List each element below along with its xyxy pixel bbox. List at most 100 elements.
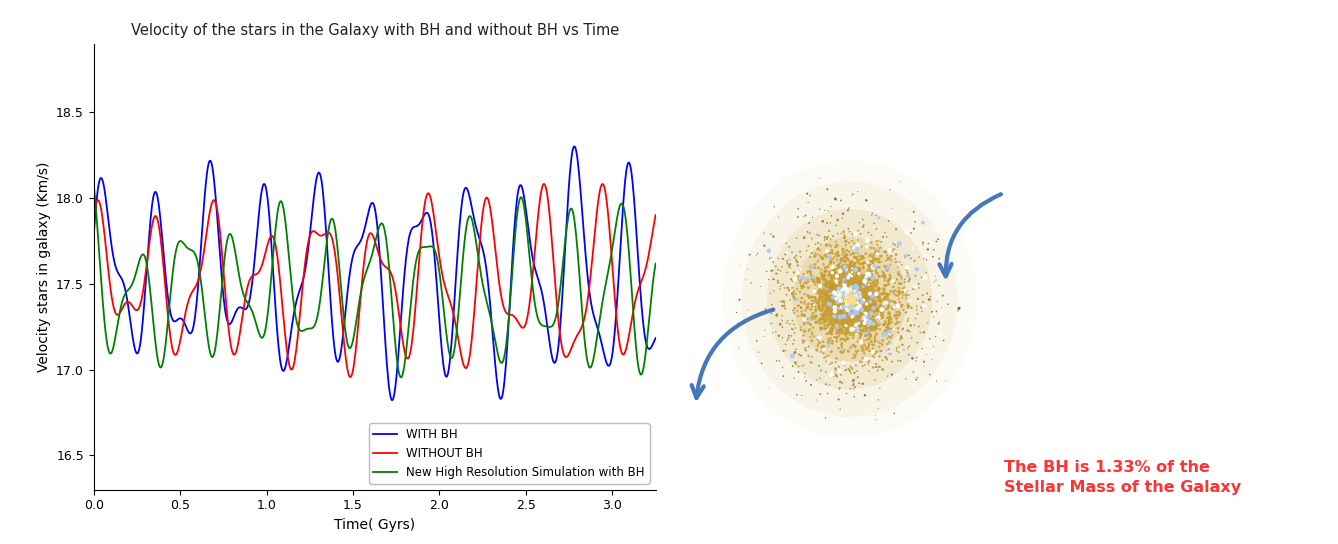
- Point: [839, 295, 860, 304]
- Point: [914, 302, 935, 311]
- Point: [838, 286, 859, 294]
- Point: [840, 295, 862, 304]
- Point: [839, 295, 860, 304]
- Point: [838, 294, 859, 302]
- Point: [839, 295, 860, 304]
- Point: [856, 285, 878, 294]
- Point: [815, 295, 836, 304]
- Point: [868, 258, 890, 267]
- Point: [847, 293, 868, 302]
- Point: [842, 342, 863, 350]
- Point: [835, 291, 856, 300]
- Point: [839, 295, 860, 304]
- Point: [850, 277, 871, 286]
- Point: [839, 295, 860, 304]
- Point: [838, 300, 859, 309]
- Point: [843, 299, 864, 308]
- Point: [846, 308, 867, 317]
- Point: [860, 319, 882, 327]
- Point: [835, 296, 856, 305]
- Point: [834, 294, 855, 302]
- Point: [843, 300, 864, 308]
- Point: [839, 295, 860, 304]
- Point: [847, 272, 868, 281]
- Point: [895, 308, 917, 317]
- Point: [804, 293, 826, 302]
- Point: [852, 252, 874, 261]
- Point: [828, 288, 850, 296]
- Point: [836, 289, 858, 298]
- Point: [834, 302, 855, 311]
- Point: [830, 367, 851, 376]
- Point: [828, 290, 850, 299]
- Point: [839, 295, 860, 304]
- Point: [839, 294, 860, 303]
- Point: [831, 288, 852, 296]
- Point: [850, 299, 871, 307]
- Point: [856, 282, 878, 290]
- Point: [896, 271, 918, 280]
- Point: [848, 296, 870, 305]
- Point: [831, 301, 852, 310]
- Point: [839, 295, 860, 304]
- Point: [838, 296, 859, 305]
- Point: [836, 389, 858, 398]
- Point: [835, 268, 856, 277]
- Point: [819, 240, 840, 249]
- Point: [838, 294, 859, 303]
- Point: [767, 279, 788, 287]
- WITHOUT BH: [535, 181, 551, 187]
- Point: [842, 280, 863, 289]
- Point: [855, 271, 876, 280]
- Point: [839, 295, 860, 304]
- Point: [842, 297, 863, 306]
- Point: [846, 276, 867, 285]
- Point: [839, 294, 860, 303]
- Point: [832, 300, 854, 308]
- Point: [844, 307, 866, 316]
- Point: [819, 270, 840, 279]
- Point: [777, 334, 799, 343]
- Point: [839, 295, 860, 304]
- Point: [843, 293, 864, 302]
- Point: [847, 296, 868, 305]
- Point: [888, 290, 910, 299]
- Point: [876, 355, 898, 364]
- Point: [828, 317, 850, 326]
- Point: [839, 292, 860, 300]
- Point: [875, 256, 896, 265]
- Point: [839, 297, 860, 306]
- Point: [800, 380, 822, 389]
- Point: [839, 282, 860, 291]
- Point: [836, 290, 858, 299]
- Point: [863, 274, 884, 283]
- Point: [834, 312, 855, 320]
- Point: [844, 294, 866, 302]
- Point: [838, 291, 859, 300]
- Point: [814, 342, 835, 350]
- Point: [822, 296, 843, 305]
- Point: [870, 312, 891, 321]
- Point: [906, 302, 927, 311]
- Point: [859, 322, 880, 331]
- Point: [844, 296, 866, 305]
- Point: [831, 289, 852, 298]
- Point: [913, 290, 934, 299]
- Point: [839, 295, 860, 304]
- Point: [844, 297, 866, 306]
- Point: [839, 261, 860, 269]
- Point: [835, 294, 856, 302]
- Point: [856, 270, 878, 279]
- Point: [799, 191, 820, 200]
- Point: [913, 362, 934, 370]
- Point: [868, 255, 890, 264]
- Point: [850, 294, 871, 303]
- Point: [840, 301, 862, 310]
- Point: [839, 295, 860, 304]
- Point: [835, 283, 856, 292]
- Point: [838, 299, 859, 307]
- Point: [828, 312, 850, 320]
- Point: [838, 293, 859, 302]
- Point: [848, 276, 870, 285]
- Point: [848, 277, 870, 286]
